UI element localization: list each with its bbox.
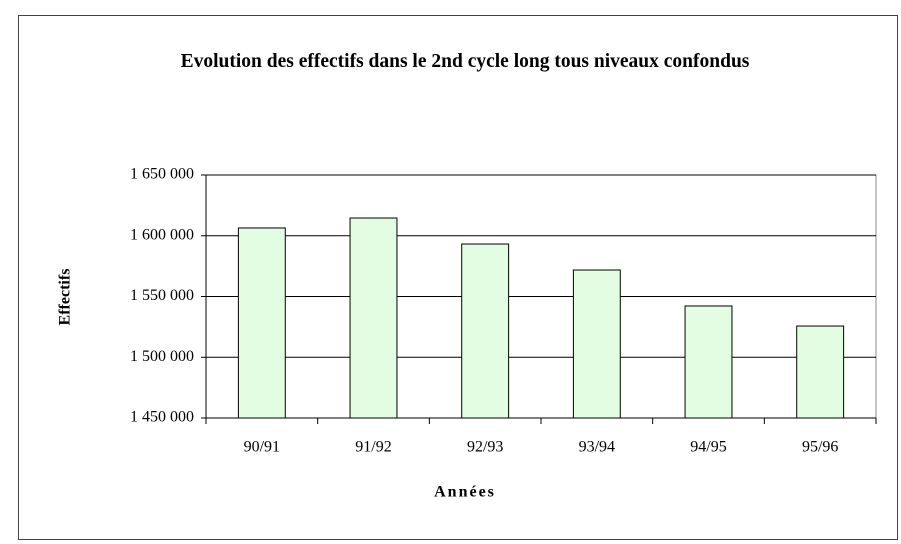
x-tick-label: 91/92 <box>355 439 391 456</box>
x-tick-label: 90/91 <box>244 439 280 456</box>
bar <box>237 227 286 419</box>
chart-border <box>18 15 898 540</box>
x-tick-label: 92/93 <box>467 439 503 456</box>
x-tick-label: 95/96 <box>802 439 838 456</box>
bar <box>349 217 398 419</box>
y-tick-label: 1 650 000 <box>130 166 194 183</box>
y-tick-label: 1 500 000 <box>130 348 194 365</box>
y-tick-label: 1 550 000 <box>130 287 194 304</box>
x-tick-label: 94/95 <box>690 439 726 456</box>
bar <box>572 269 621 419</box>
x-tick-label: 93/94 <box>579 439 615 456</box>
y-tick-label: 1 600 000 <box>130 226 194 243</box>
bar <box>684 305 733 419</box>
bar <box>796 325 845 419</box>
y-axis-label: Effectifs <box>57 269 74 326</box>
chart-title: Evolution des effectifs dans le 2nd cycl… <box>180 51 750 72</box>
bar <box>461 243 510 419</box>
y-tick-label: 1 450 000 <box>130 409 194 426</box>
x-axis-label: Années <box>434 484 496 501</box>
